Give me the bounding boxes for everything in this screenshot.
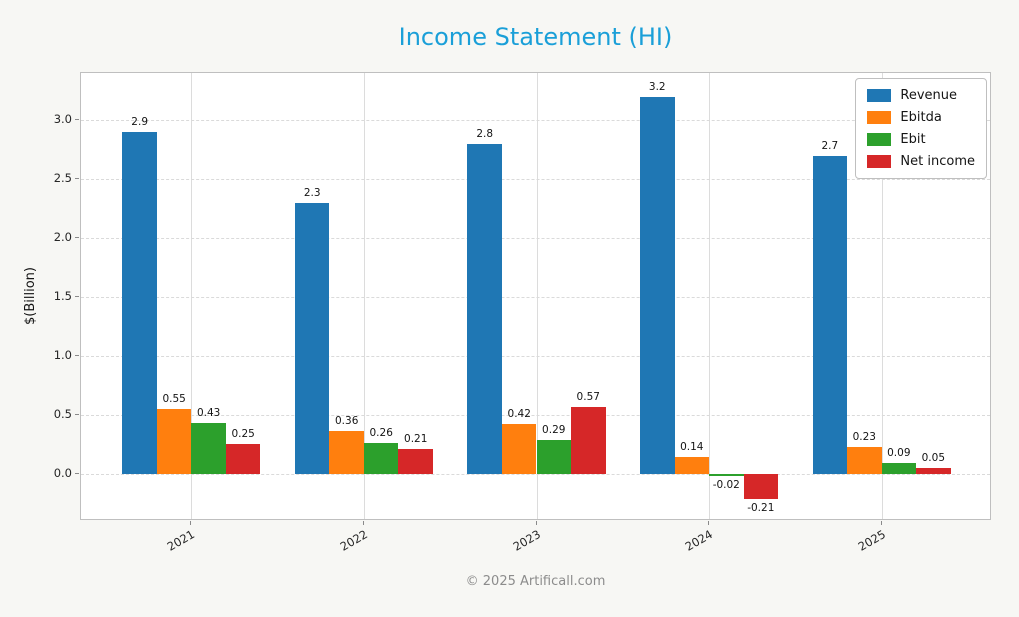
- bar-value-label: 0.43: [196, 407, 221, 420]
- y-tick-label: 1.0: [53, 347, 72, 362]
- bar-ebitda: [674, 457, 710, 474]
- bar-value-label: -0.02: [712, 479, 740, 492]
- y-gridline: [81, 355, 990, 357]
- bar-value-label: 3.2: [648, 80, 666, 93]
- y-gridline: [81, 473, 990, 475]
- y-tick-mark: [75, 296, 79, 297]
- y-tick-mark: [75, 237, 79, 239]
- legend-swatch: [867, 155, 892, 168]
- x-tick-label: 2025: [855, 527, 888, 554]
- x-tick-label: 2024: [682, 527, 716, 554]
- bar-net-income: [916, 467, 951, 474]
- y-tick-mark: [75, 119, 79, 121]
- x-tick-mark: [880, 521, 882, 525]
- bar-revenue: [812, 155, 848, 474]
- x-tick-mark: [190, 521, 192, 525]
- bar-ebit: [191, 423, 226, 474]
- legend-item: Net income: [867, 154, 975, 169]
- bar-ebitda: [156, 409, 192, 474]
- bar-value-label: 0.36: [335, 415, 359, 428]
- plot-area: 2.9 2.3 2.8 3.2 2.7 0.55 0.36 0.42 0.14 0.23 0.43 0…: [80, 72, 991, 520]
- bar-value-label: 0.42: [507, 408, 531, 421]
- legend: Revenue Ebitda Ebit Net income: [855, 78, 987, 179]
- y-tick-label: 0.0: [53, 465, 72, 480]
- bar-net-income: [398, 449, 433, 474]
- y-tick-label: 2.5: [53, 171, 72, 186]
- legend-item: Ebit: [867, 132, 975, 147]
- bar-value-label: 0.05: [921, 451, 946, 464]
- bar-value-label: -0.21: [747, 501, 775, 514]
- bar-ebitda: [329, 431, 364, 474]
- bar-value-label: 0.14: [680, 441, 704, 454]
- bar-value-label: 2.3: [303, 186, 321, 199]
- x-gridline: [363, 73, 365, 519]
- x-tick-label: 2023: [510, 527, 543, 554]
- legend-swatch: [867, 111, 892, 124]
- bar-ebit: [881, 463, 917, 474]
- legend-swatch: [867, 133, 892, 146]
- legend-label: Revenue: [900, 88, 958, 103]
- bar-value-label: 0.26: [369, 427, 393, 440]
- x-tick-label: 2021: [165, 527, 198, 554]
- footer-credit: © 2025 Artificall.com: [465, 574, 606, 589]
- x-tick-mark: [708, 521, 710, 525]
- bar-value-label: 0.25: [231, 428, 255, 441]
- legend-label: Ebit: [900, 132, 926, 147]
- bar-revenue: [467, 143, 502, 474]
- bar-revenue: [122, 131, 157, 474]
- y-tick-mark: [75, 472, 79, 474]
- bar-value-label: 2.7: [821, 139, 839, 152]
- bar-revenue: [294, 202, 330, 474]
- y-tick-mark: [75, 178, 79, 180]
- x-gridline: [191, 73, 193, 519]
- legend-label: Ebitda: [900, 110, 942, 125]
- y-tick-label: 2.0: [53, 230, 72, 245]
- bar-ebitda: [847, 446, 882, 474]
- y-tick-mark: [75, 354, 79, 356]
- y-gridline: [81, 414, 990, 416]
- y-tick-label: 0.5: [53, 406, 72, 421]
- bar-value-label: 0.23: [852, 430, 876, 443]
- y-gridline: [81, 238, 990, 240]
- chart-title: Income Statement (HI): [398, 23, 673, 51]
- bar-value-label: 0.55: [162, 393, 186, 405]
- y-tick-label: 1.5: [53, 289, 72, 303]
- bar-net-income: [743, 473, 779, 499]
- bar-value-label: 0.09: [887, 447, 911, 460]
- y-gridline: [81, 297, 990, 298]
- legend-swatch: [867, 89, 892, 102]
- x-tick-mark: [362, 521, 364, 525]
- x-gridline: [536, 73, 538, 519]
- bar-ebit: [363, 443, 399, 474]
- x-gridline: [709, 73, 711, 519]
- x-tick-label: 2022: [337, 527, 370, 554]
- bar-value-label: 0.21: [404, 433, 428, 446]
- y-tick-label: 3.0: [53, 112, 72, 127]
- bar-net-income: [571, 406, 606, 474]
- bar-value-label: 2.8: [476, 127, 494, 140]
- legend-item: Revenue: [867, 88, 975, 103]
- x-tick-mark: [535, 521, 537, 525]
- bar-value-label: 2.9: [131, 115, 148, 128]
- bar-value-label: 0.29: [542, 423, 566, 436]
- legend-item: Ebitda: [867, 110, 975, 125]
- x-gridline: [881, 73, 883, 519]
- bar-ebitda: [501, 424, 537, 474]
- bar-revenue: [640, 96, 675, 474]
- legend-label: Net income: [900, 154, 975, 169]
- y-gridline: [81, 120, 990, 122]
- bar-net-income: [225, 444, 261, 474]
- y-gridline: [81, 179, 990, 181]
- bar-ebit: [536, 439, 571, 474]
- bar-value-label: 0.57: [576, 390, 600, 403]
- bar-ebit: [709, 473, 744, 477]
- y-tick-mark: [75, 413, 79, 415]
